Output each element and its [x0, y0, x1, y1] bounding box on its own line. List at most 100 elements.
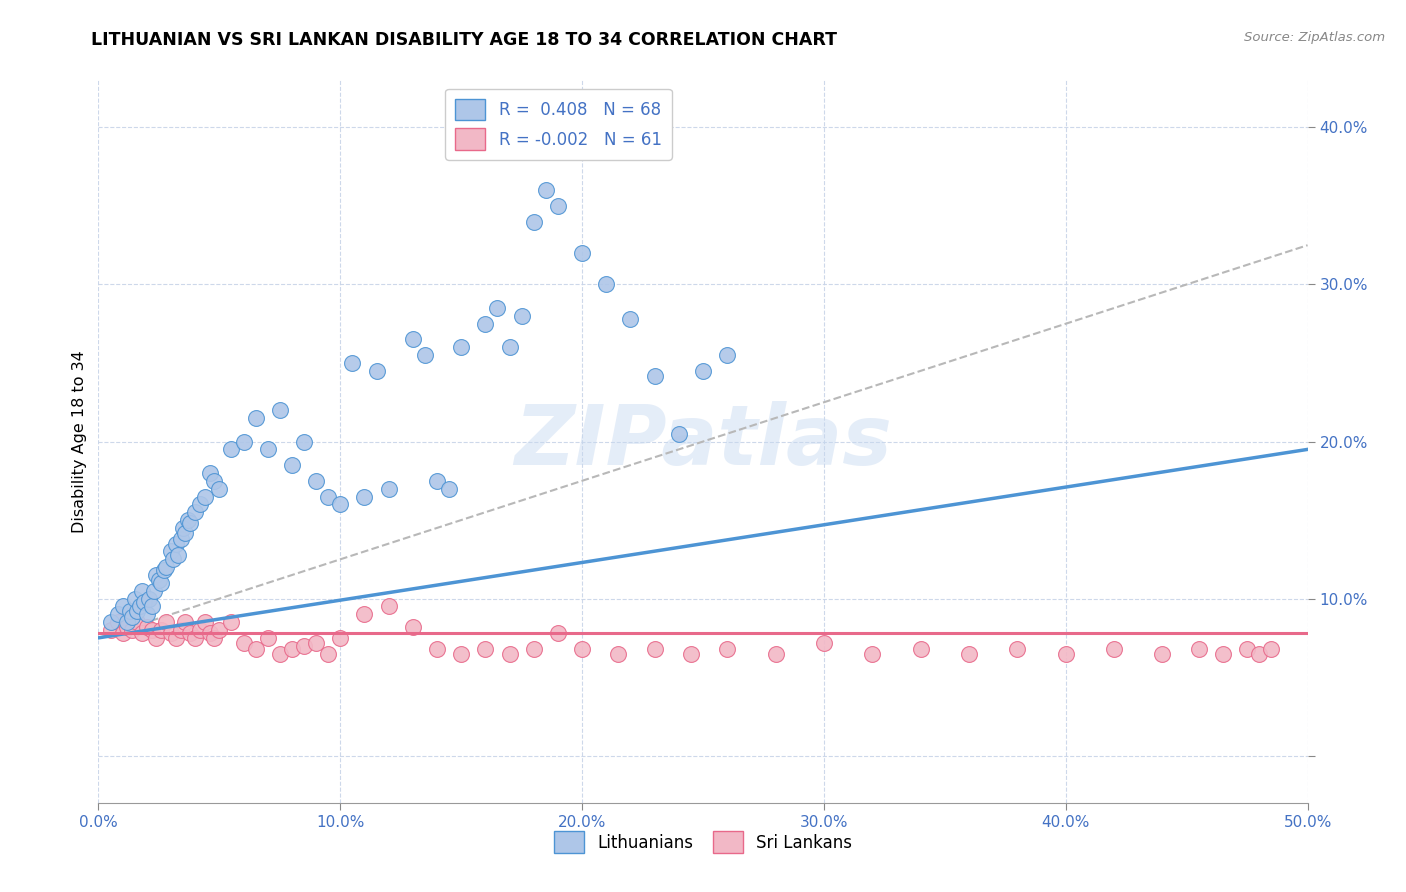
Point	[245, 411, 267, 425]
Point	[1260, 641, 1282, 656]
Text: Source: ZipAtlas.com: Source: ZipAtlas.com	[1244, 31, 1385, 45]
Point	[107, 615, 129, 630]
Point	[450, 340, 472, 354]
Point	[523, 641, 546, 656]
Point	[644, 641, 666, 656]
Point	[162, 552, 184, 566]
Point	[316, 647, 339, 661]
Point	[145, 631, 167, 645]
Point	[131, 583, 153, 598]
Point	[269, 403, 291, 417]
Point	[198, 466, 221, 480]
Point	[1236, 641, 1258, 656]
Point	[150, 623, 173, 637]
Point	[413, 348, 436, 362]
Point	[172, 521, 194, 535]
Point	[619, 312, 641, 326]
Point	[256, 631, 278, 645]
Point	[152, 563, 174, 577]
Point	[117, 620, 139, 634]
Point	[679, 647, 702, 661]
Point	[155, 560, 177, 574]
Point	[595, 277, 617, 292]
Point	[100, 615, 122, 630]
Point	[547, 626, 569, 640]
Point	[141, 623, 163, 637]
Point	[692, 364, 714, 378]
Point	[143, 583, 166, 598]
Point	[184, 505, 207, 519]
Point	[329, 497, 352, 511]
Point	[198, 626, 221, 640]
Point	[169, 623, 191, 637]
Point	[150, 575, 173, 590]
Point	[111, 626, 134, 640]
Point	[134, 595, 156, 609]
Point	[128, 599, 150, 614]
Point	[100, 623, 122, 637]
Point	[342, 356, 364, 370]
Point	[813, 635, 835, 649]
Point	[118, 604, 141, 618]
Point	[305, 635, 328, 649]
Point	[165, 631, 187, 645]
Point	[644, 368, 666, 383]
Point	[281, 641, 304, 656]
Point	[232, 434, 254, 449]
Point	[1102, 641, 1125, 656]
Point	[498, 647, 520, 661]
Point	[377, 482, 399, 496]
Point	[377, 599, 399, 614]
Point	[135, 607, 157, 622]
Point	[148, 573, 170, 587]
Point	[486, 301, 509, 315]
Point	[523, 214, 546, 228]
Point	[1212, 647, 1234, 661]
Point	[174, 615, 197, 630]
Point	[177, 513, 200, 527]
Point	[179, 516, 201, 531]
Text: ZIPatlas: ZIPatlas	[515, 401, 891, 482]
Point	[135, 620, 157, 634]
Point	[138, 591, 160, 606]
Point	[316, 490, 339, 504]
Point	[155, 615, 177, 630]
Point	[402, 333, 425, 347]
Point	[534, 183, 557, 197]
Point	[716, 348, 738, 362]
Point	[547, 199, 569, 213]
Point	[127, 615, 149, 630]
Point	[131, 626, 153, 640]
Point	[1054, 647, 1077, 661]
Point	[188, 497, 211, 511]
Point	[426, 641, 449, 656]
Point	[204, 474, 226, 488]
Legend: Lithuanians, Sri Lankans: Lithuanians, Sri Lankans	[547, 825, 859, 860]
Point	[111, 599, 134, 614]
Point	[165, 536, 187, 550]
Point	[437, 482, 460, 496]
Point	[160, 626, 183, 640]
Point	[184, 631, 207, 645]
Point	[145, 568, 167, 582]
Point	[450, 647, 472, 661]
Point	[127, 604, 149, 618]
Point	[910, 641, 932, 656]
Point	[167, 548, 190, 562]
Point	[571, 246, 593, 260]
Point	[1188, 641, 1211, 656]
Point	[124, 591, 146, 606]
Point	[141, 599, 163, 614]
Point	[121, 623, 143, 637]
Point	[1152, 647, 1174, 661]
Point	[607, 647, 630, 661]
Point	[221, 442, 243, 457]
Point	[194, 615, 217, 630]
Point	[353, 607, 375, 622]
Text: LITHUANIAN VS SRI LANKAN DISABILITY AGE 18 TO 34 CORRELATION CHART: LITHUANIAN VS SRI LANKAN DISABILITY AGE …	[91, 31, 838, 49]
Point	[256, 442, 278, 457]
Point	[179, 626, 201, 640]
Point	[571, 641, 593, 656]
Point	[765, 647, 787, 661]
Point	[329, 631, 352, 645]
